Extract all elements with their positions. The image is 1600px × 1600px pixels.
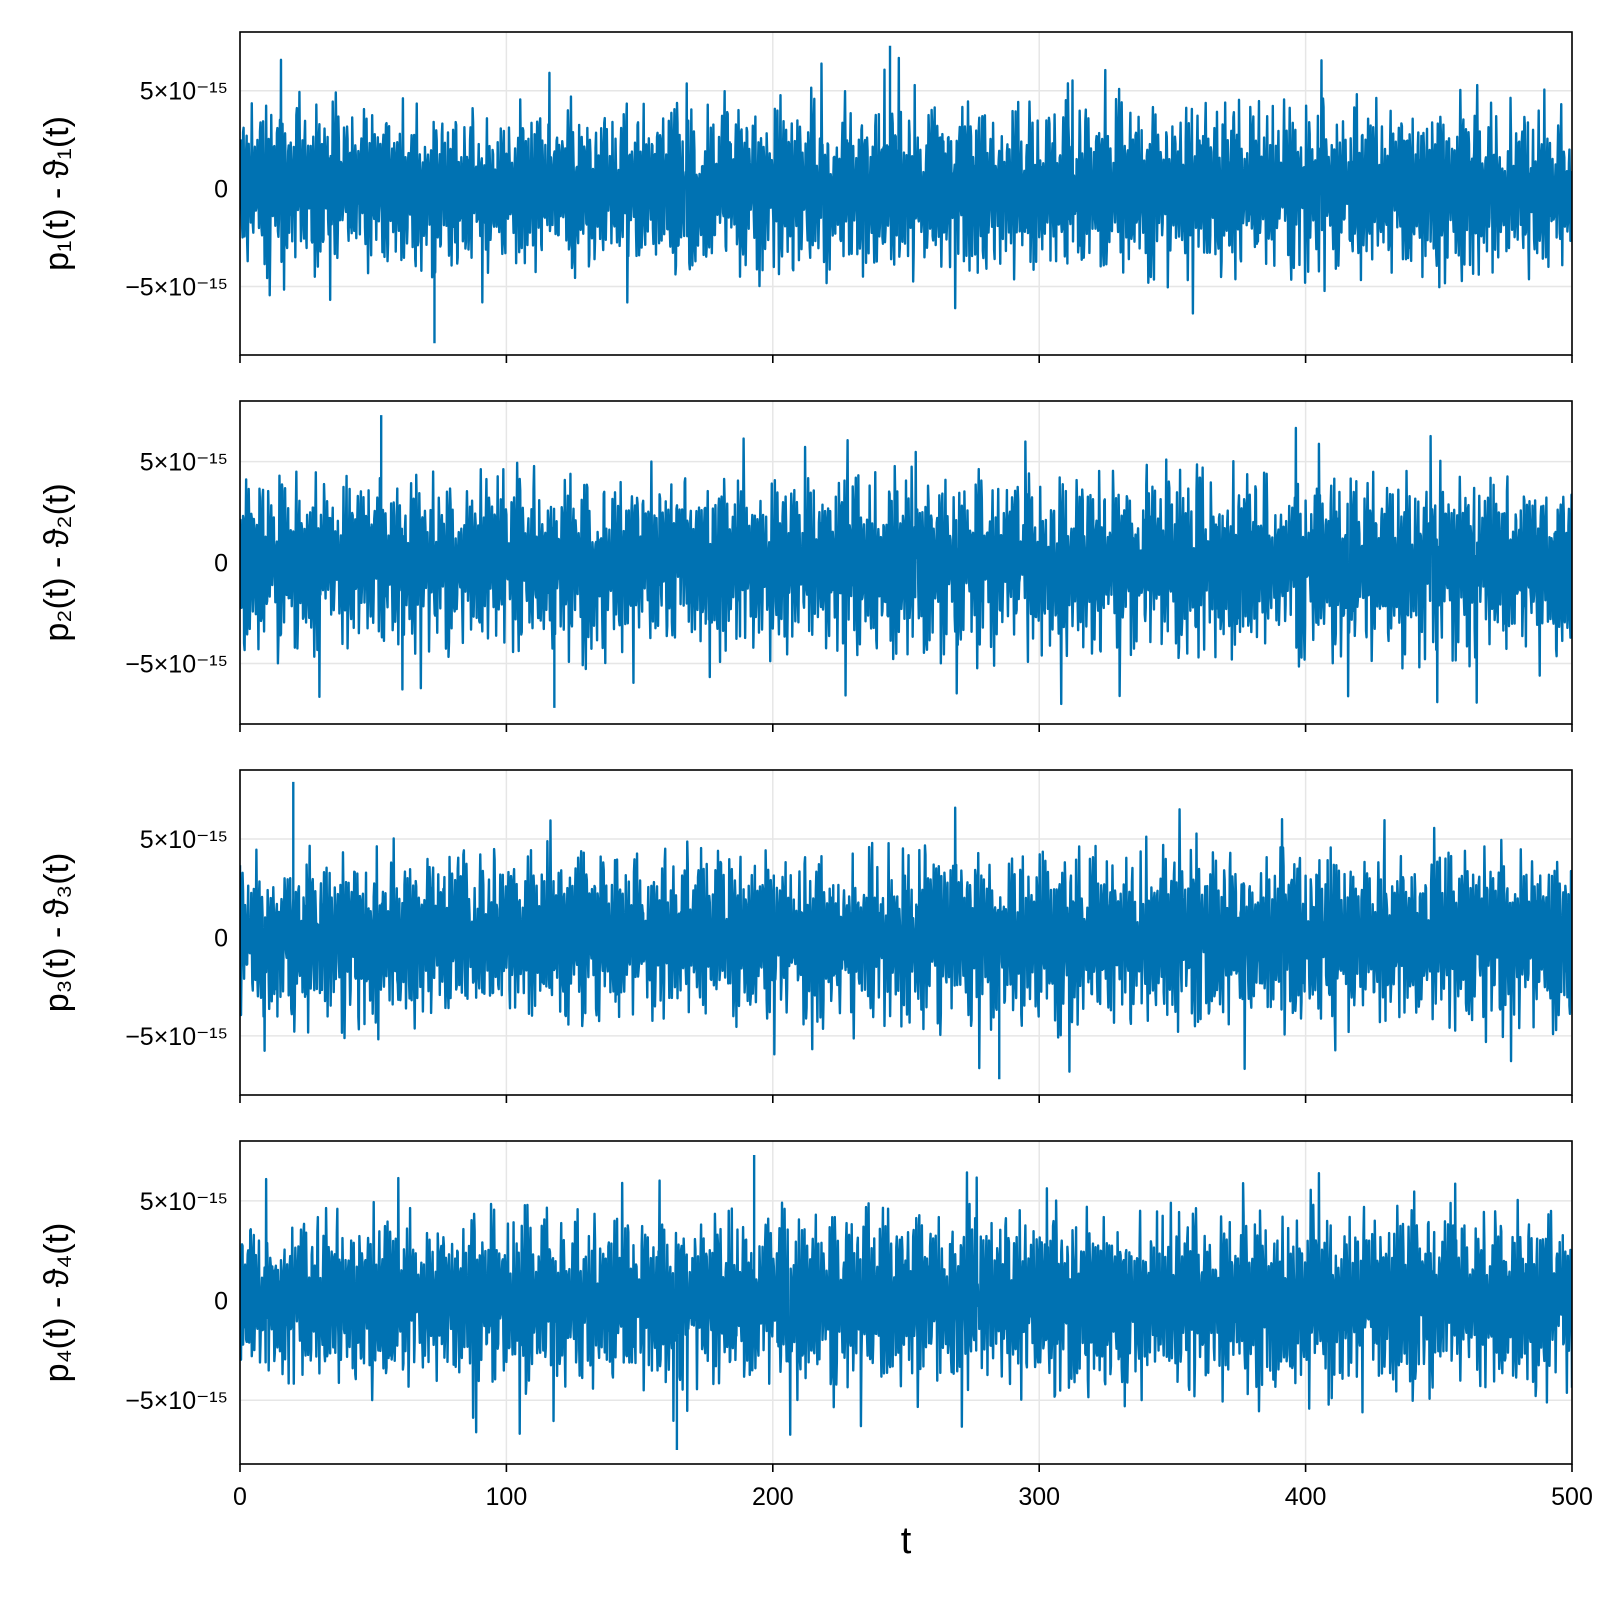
y-axis-label: p₄(t) - ϑ₄(t) — [38, 1223, 76, 1383]
y-tick-label: 0 — [214, 924, 228, 952]
y-tick-label: 5×10⁻¹⁵ — [140, 78, 228, 106]
y-tick-label: 5×10⁻¹⁵ — [140, 826, 228, 854]
series-line — [240, 45, 1572, 344]
x-tick-label: 100 — [486, 1483, 528, 1511]
y-tick-label: 0 — [214, 176, 228, 204]
plot-frame — [239, 769, 1573, 1096]
y-axis-label: p₂(t) - ϑ₂(t) — [38, 483, 76, 641]
y-tick-label: 0 — [214, 550, 228, 578]
y-tick-label: 5×10⁻¹⁵ — [140, 1188, 228, 1216]
series-line — [240, 781, 1572, 1080]
x-tick-label: 0 — [233, 1483, 247, 1511]
plot-frame — [239, 31, 1573, 356]
x-axis-label: t — [901, 1520, 912, 1562]
y-tick-label: 0 — [214, 1288, 228, 1316]
series-line — [240, 415, 1572, 708]
y-tick-label: −5×10⁻¹⁵ — [125, 650, 228, 678]
plot-frame — [239, 400, 1573, 725]
x-tick-label: 300 — [1018, 1483, 1060, 1511]
plot-frame — [239, 1140, 1573, 1465]
y-axis-label: p₃(t) - ϑ₃(t) — [38, 853, 76, 1013]
y-tick-label: −5×10⁻¹⁵ — [125, 1387, 228, 1415]
y-tick-label: 5×10⁻¹⁵ — [140, 449, 228, 477]
series-line — [240, 1154, 1572, 1451]
y-axis-label: p₁(t) - ϑ₁(t) — [38, 116, 76, 271]
panel-2: −5×10⁻¹⁵ 0 5×10⁻¹⁵ p₂(t) - ϑ₂(t) — [38, 400, 1573, 732]
panel-3: −5×10⁻¹⁵ 0 5×10⁻¹⁵ p₃(t) - ϑ₃(t) — [38, 769, 1573, 1103]
y-tick-label: −5×10⁻¹⁵ — [125, 1023, 228, 1051]
x-tick-label: 500 — [1551, 1483, 1593, 1511]
y-tick-label: −5×10⁻¹⁵ — [125, 273, 228, 301]
panel-1: −5×10⁻¹⁵ 0 5×10⁻¹⁵ p₁(t) - ϑ₁(t) — [38, 31, 1573, 363]
panel-4: 0 100 200 300 400 500 −5×10⁻¹⁵ 0 5×10⁻¹⁵ p₄(t) - … — [38, 1140, 1593, 1562]
x-tick-label: 200 — [752, 1483, 794, 1511]
x-tick-label: 400 — [1285, 1483, 1327, 1511]
